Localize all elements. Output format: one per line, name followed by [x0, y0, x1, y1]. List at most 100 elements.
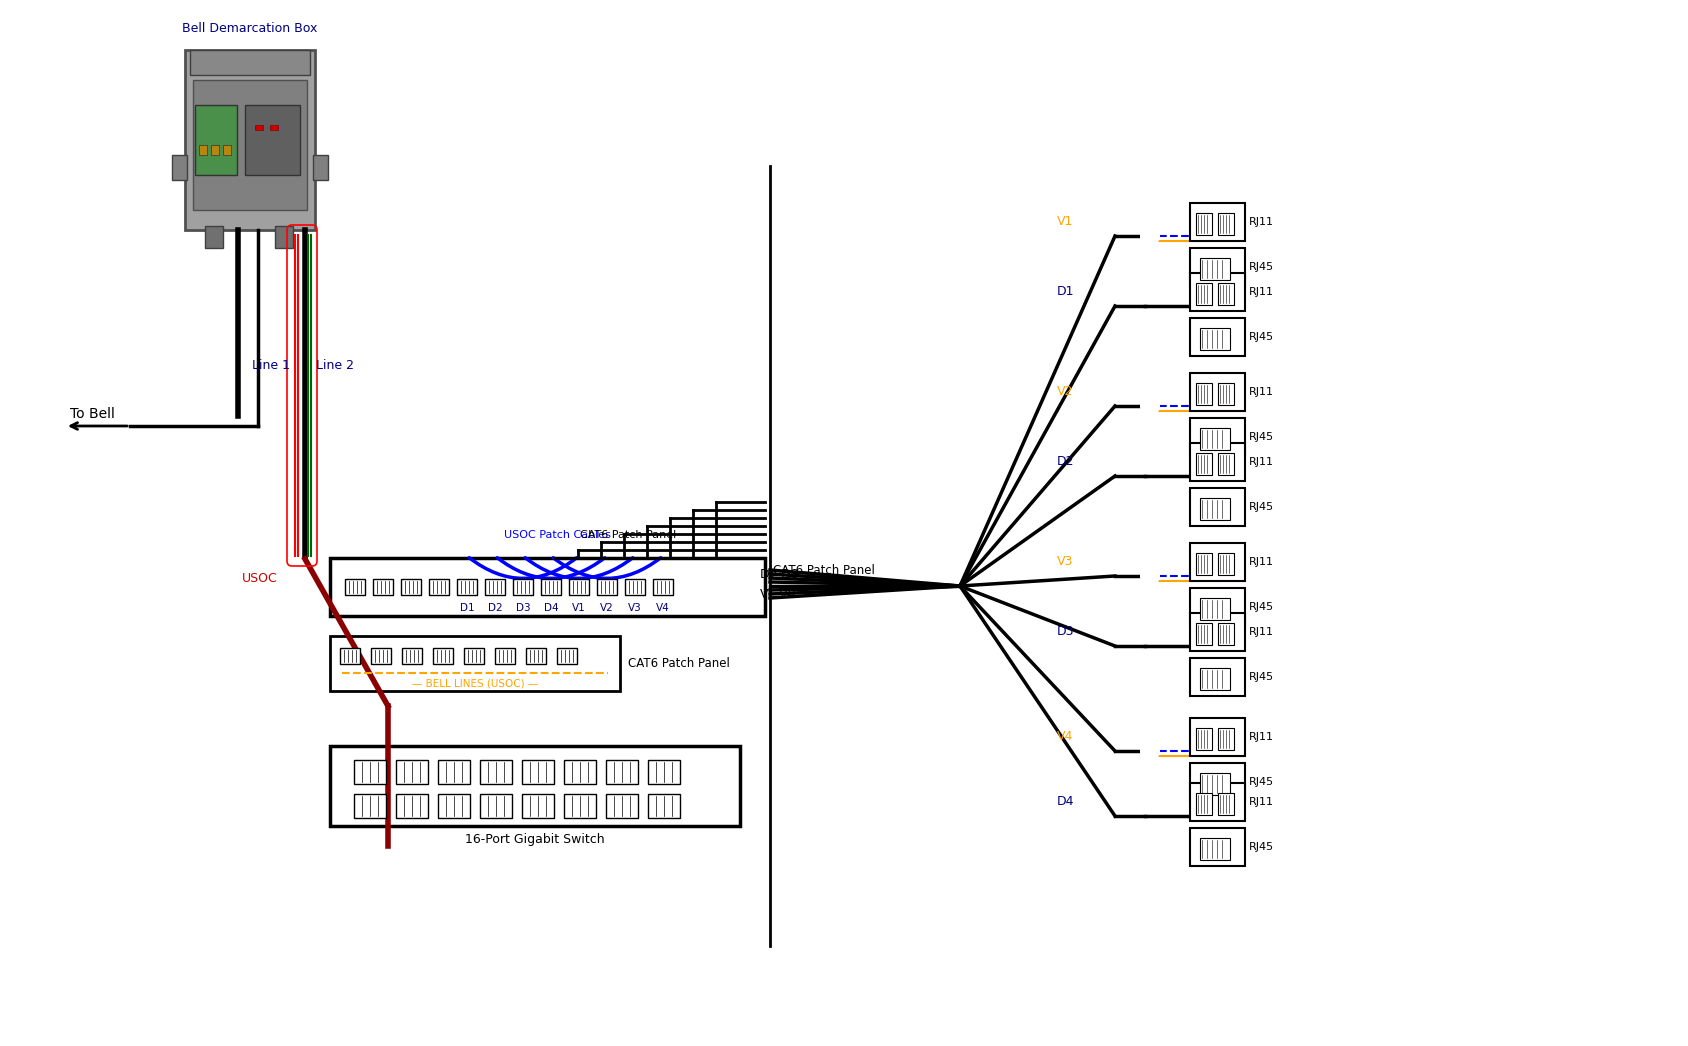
Text: D3: D3 — [1057, 626, 1074, 638]
Bar — [1190, 373, 1246, 411]
Bar — [255, 126, 263, 130]
Text: D1: D1 — [459, 602, 474, 613]
Bar — [1197, 283, 1212, 305]
Bar — [329, 636, 619, 691]
Bar — [1190, 783, 1246, 821]
Bar — [625, 579, 645, 595]
Bar — [1190, 444, 1246, 481]
Bar — [495, 647, 515, 663]
Bar — [1219, 728, 1234, 750]
Bar — [339, 647, 360, 663]
Bar — [329, 746, 739, 826]
Bar — [1190, 418, 1246, 456]
Bar — [191, 50, 311, 75]
Bar — [397, 760, 429, 784]
Circle shape — [1141, 742, 1160, 760]
Bar — [371, 647, 392, 663]
Bar — [1219, 453, 1234, 475]
Bar — [564, 794, 596, 818]
Text: V2: V2 — [1057, 385, 1074, 397]
Text: V1: V1 — [1057, 215, 1074, 228]
Bar — [1200, 838, 1231, 860]
Text: CAT6 Patch Panel: CAT6 Patch Panel — [773, 564, 874, 576]
Bar — [186, 50, 316, 230]
Bar — [429, 579, 449, 595]
Bar — [527, 647, 545, 663]
Bar — [1190, 273, 1246, 311]
Bar — [457, 579, 478, 595]
Bar — [1190, 658, 1246, 696]
Text: To Bell: To Bell — [69, 407, 115, 420]
Circle shape — [1141, 227, 1160, 245]
Text: RJ11: RJ11 — [1249, 387, 1274, 397]
Bar — [1197, 453, 1212, 475]
Text: RJ45: RJ45 — [1249, 262, 1274, 272]
Bar — [329, 558, 765, 616]
Text: RJ11: RJ11 — [1249, 558, 1274, 567]
Text: D2: D2 — [488, 602, 503, 613]
Text: Line 2: Line 2 — [316, 359, 354, 372]
Bar — [373, 579, 393, 595]
Bar — [1190, 613, 1246, 651]
Bar — [648, 760, 680, 784]
Bar — [1200, 428, 1231, 450]
Bar — [354, 760, 387, 784]
Text: RJ45: RJ45 — [1249, 602, 1274, 612]
Bar — [204, 226, 223, 248]
Bar — [1190, 763, 1246, 801]
Bar — [402, 647, 422, 663]
Text: D1: D1 — [1057, 285, 1074, 298]
Bar — [522, 794, 554, 818]
Bar — [557, 647, 577, 663]
Bar — [1197, 213, 1212, 235]
Bar — [211, 145, 219, 155]
Text: RJ11: RJ11 — [1249, 457, 1274, 467]
Bar — [434, 647, 452, 663]
Bar — [479, 794, 511, 818]
Bar — [199, 145, 208, 155]
Bar — [606, 760, 638, 784]
Text: USOC Patch Cables: USOC Patch Cables — [503, 530, 611, 540]
Bar — [513, 579, 533, 595]
Bar — [1190, 543, 1246, 581]
Bar — [437, 760, 469, 784]
Bar — [1197, 728, 1212, 750]
Bar — [569, 579, 589, 595]
Bar — [397, 794, 429, 818]
Text: V1-V8: V1-V8 — [760, 588, 797, 600]
Bar — [192, 79, 307, 210]
Text: RJ11: RJ11 — [1249, 627, 1274, 637]
Text: RJ45: RJ45 — [1249, 842, 1274, 852]
Bar — [1219, 213, 1234, 235]
Bar — [564, 760, 596, 784]
Text: V4: V4 — [657, 602, 670, 613]
Bar — [653, 579, 674, 595]
Text: RJ45: RJ45 — [1249, 432, 1274, 442]
Bar — [1190, 318, 1246, 356]
Text: RJ45: RJ45 — [1249, 332, 1274, 342]
Bar — [464, 647, 484, 663]
Text: D4: D4 — [1057, 795, 1074, 808]
Bar — [1197, 623, 1212, 645]
Text: V3: V3 — [628, 602, 641, 613]
Text: Bell Demarcation Box: Bell Demarcation Box — [182, 22, 317, 35]
Bar — [344, 579, 365, 595]
Bar — [1190, 248, 1246, 286]
Bar — [1190, 718, 1246, 756]
Bar — [270, 126, 279, 130]
Text: D4: D4 — [544, 602, 559, 613]
Text: D3: D3 — [517, 602, 530, 613]
Text: RJ45: RJ45 — [1249, 502, 1274, 511]
Bar — [1190, 828, 1246, 866]
Bar — [1200, 598, 1231, 620]
Text: 16-Port Gigabit Switch: 16-Port Gigabit Switch — [466, 834, 604, 846]
Bar — [402, 579, 420, 595]
Bar — [312, 155, 327, 180]
Text: RJ11: RJ11 — [1249, 732, 1274, 742]
Bar — [598, 579, 618, 595]
Bar — [522, 760, 554, 784]
Text: RJ45: RJ45 — [1249, 672, 1274, 682]
Bar — [1200, 498, 1231, 520]
Bar — [648, 794, 680, 818]
Bar — [1219, 793, 1234, 815]
